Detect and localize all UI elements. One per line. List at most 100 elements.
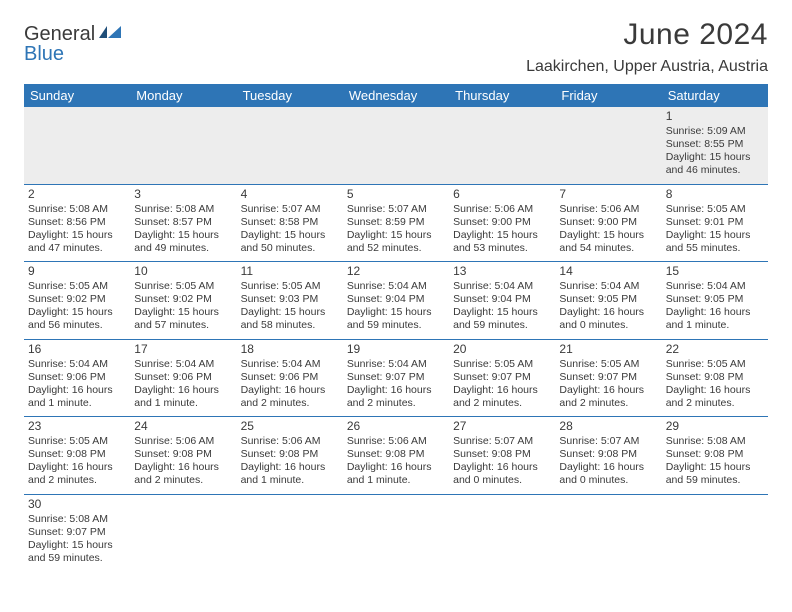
day-number: 25 [241, 419, 339, 434]
day-number: 14 [559, 264, 657, 279]
calendar-page: GeneralBlue June 2024 Laakirchen, Upper … [0, 0, 792, 589]
sunset-text: Sunset: 8:55 PM [666, 138, 764, 151]
calendar-week-row: 1Sunrise: 5:09 AMSunset: 8:55 PMDaylight… [24, 107, 768, 184]
sunset-text: Sunset: 9:04 PM [347, 293, 445, 306]
sunrise-text: Sunrise: 5:08 AM [28, 203, 126, 216]
daylight-text: Daylight: 15 hours and 59 minutes. [666, 461, 764, 487]
daylight-text: Daylight: 15 hours and 58 minutes. [241, 306, 339, 332]
calendar-cell: 22Sunrise: 5:05 AMSunset: 9:08 PMDayligh… [662, 339, 768, 417]
daylight-text: Daylight: 15 hours and 59 minutes. [453, 306, 551, 332]
day-header: Sunday [24, 84, 130, 107]
calendar-cell: 30Sunrise: 5:08 AMSunset: 9:07 PMDayligh… [24, 494, 130, 571]
calendar-cell: 15Sunrise: 5:04 AMSunset: 9:05 PMDayligh… [662, 262, 768, 340]
sunset-text: Sunset: 9:02 PM [134, 293, 232, 306]
sunset-text: Sunset: 9:07 PM [559, 371, 657, 384]
day-number: 28 [559, 419, 657, 434]
calendar-cell-empty [237, 107, 343, 184]
sunrise-text: Sunrise: 5:04 AM [241, 358, 339, 371]
day-header: Tuesday [237, 84, 343, 107]
sunset-text: Sunset: 9:08 PM [666, 371, 764, 384]
daylight-text: Daylight: 15 hours and 54 minutes. [559, 229, 657, 255]
sunrise-text: Sunrise: 5:06 AM [241, 435, 339, 448]
day-number: 22 [666, 342, 764, 357]
day-header: Saturday [662, 84, 768, 107]
logo-word-2: Blue [24, 43, 64, 65]
calendar-cell: 21Sunrise: 5:05 AMSunset: 9:07 PMDayligh… [555, 339, 661, 417]
sunset-text: Sunset: 8:56 PM [28, 216, 126, 229]
day-number: 7 [559, 187, 657, 202]
sunrise-text: Sunrise: 5:08 AM [28, 513, 126, 526]
header: GeneralBlue June 2024 Laakirchen, Upper … [24, 18, 768, 76]
sunset-text: Sunset: 9:08 PM [559, 448, 657, 461]
sunrise-text: Sunrise: 5:06 AM [453, 203, 551, 216]
daylight-text: Daylight: 16 hours and 0 minutes. [559, 461, 657, 487]
day-number: 13 [453, 264, 551, 279]
day-number: 20 [453, 342, 551, 357]
daylight-text: Daylight: 16 hours and 1 minute. [134, 384, 232, 410]
day-number: 9 [28, 264, 126, 279]
sunrise-text: Sunrise: 5:05 AM [453, 358, 551, 371]
day-number: 6 [453, 187, 551, 202]
calendar-cell: 17Sunrise: 5:04 AMSunset: 9:06 PMDayligh… [130, 339, 236, 417]
day-number: 4 [241, 187, 339, 202]
day-number: 30 [28, 497, 126, 512]
calendar-cell: 4Sunrise: 5:07 AMSunset: 8:58 PMDaylight… [237, 184, 343, 262]
sunset-text: Sunset: 9:05 PM [559, 293, 657, 306]
sunset-text: Sunset: 9:08 PM [347, 448, 445, 461]
calendar-body: 1Sunrise: 5:09 AMSunset: 8:55 PMDaylight… [24, 107, 768, 571]
sunset-text: Sunset: 9:08 PM [28, 448, 126, 461]
sunrise-text: Sunrise: 5:05 AM [559, 358, 657, 371]
calendar-cell: 3Sunrise: 5:08 AMSunset: 8:57 PMDaylight… [130, 184, 236, 262]
sunset-text: Sunset: 9:08 PM [453, 448, 551, 461]
calendar-cell: 18Sunrise: 5:04 AMSunset: 9:06 PMDayligh… [237, 339, 343, 417]
calendar-week-row: 2Sunrise: 5:08 AMSunset: 8:56 PMDaylight… [24, 184, 768, 262]
calendar-week-row: 30Sunrise: 5:08 AMSunset: 9:07 PMDayligh… [24, 494, 768, 571]
calendar-head: SundayMondayTuesdayWednesdayThursdayFrid… [24, 84, 768, 107]
calendar-cell: 19Sunrise: 5:04 AMSunset: 9:07 PMDayligh… [343, 339, 449, 417]
day-header: Monday [130, 84, 236, 107]
sunset-text: Sunset: 9:01 PM [666, 216, 764, 229]
calendar-cell-empty [662, 494, 768, 571]
day-number: 29 [666, 419, 764, 434]
sunrise-text: Sunrise: 5:04 AM [666, 280, 764, 293]
daylight-text: Daylight: 16 hours and 2 minutes. [241, 384, 339, 410]
calendar-cell: 20Sunrise: 5:05 AMSunset: 9:07 PMDayligh… [449, 339, 555, 417]
day-number: 17 [134, 342, 232, 357]
daylight-text: Daylight: 15 hours and 55 minutes. [666, 229, 764, 255]
sunrise-text: Sunrise: 5:07 AM [559, 435, 657, 448]
calendar-cell-empty [343, 494, 449, 571]
logo-flag-icon [99, 23, 127, 45]
day-number: 26 [347, 419, 445, 434]
calendar-cell: 5Sunrise: 5:07 AMSunset: 8:59 PMDaylight… [343, 184, 449, 262]
calendar-cell-empty [130, 494, 236, 571]
day-header: Thursday [449, 84, 555, 107]
calendar-week-row: 23Sunrise: 5:05 AMSunset: 9:08 PMDayligh… [24, 417, 768, 495]
calendar-cell: 23Sunrise: 5:05 AMSunset: 9:08 PMDayligh… [24, 417, 130, 495]
sunrise-text: Sunrise: 5:05 AM [666, 358, 764, 371]
sunrise-text: Sunrise: 5:04 AM [134, 358, 232, 371]
sunset-text: Sunset: 9:06 PM [134, 371, 232, 384]
daylight-text: Daylight: 16 hours and 0 minutes. [453, 461, 551, 487]
sunrise-text: Sunrise: 5:07 AM [347, 203, 445, 216]
sunrise-text: Sunrise: 5:05 AM [134, 280, 232, 293]
daylight-text: Daylight: 16 hours and 2 minutes. [28, 461, 126, 487]
sunrise-text: Sunrise: 5:04 AM [453, 280, 551, 293]
daylight-text: Daylight: 16 hours and 2 minutes. [666, 384, 764, 410]
sunrise-text: Sunrise: 5:05 AM [241, 280, 339, 293]
day-number: 15 [666, 264, 764, 279]
daylight-text: Daylight: 15 hours and 50 minutes. [241, 229, 339, 255]
calendar-cell-empty [237, 494, 343, 571]
calendar-cell-empty [449, 494, 555, 571]
sunset-text: Sunset: 9:00 PM [559, 216, 657, 229]
daylight-text: Daylight: 16 hours and 1 minute. [241, 461, 339, 487]
daylight-text: Daylight: 15 hours and 49 minutes. [134, 229, 232, 255]
sunset-text: Sunset: 9:08 PM [134, 448, 232, 461]
calendar-cell: 6Sunrise: 5:06 AMSunset: 9:00 PMDaylight… [449, 184, 555, 262]
logo-text: GeneralBlue [24, 24, 127, 64]
calendar-week-row: 16Sunrise: 5:04 AMSunset: 9:06 PMDayligh… [24, 339, 768, 417]
sunset-text: Sunset: 8:58 PM [241, 216, 339, 229]
day-number: 18 [241, 342, 339, 357]
sunrise-text: Sunrise: 5:04 AM [28, 358, 126, 371]
calendar-cell: 10Sunrise: 5:05 AMSunset: 9:02 PMDayligh… [130, 262, 236, 340]
sunrise-text: Sunrise: 5:09 AM [666, 125, 764, 138]
